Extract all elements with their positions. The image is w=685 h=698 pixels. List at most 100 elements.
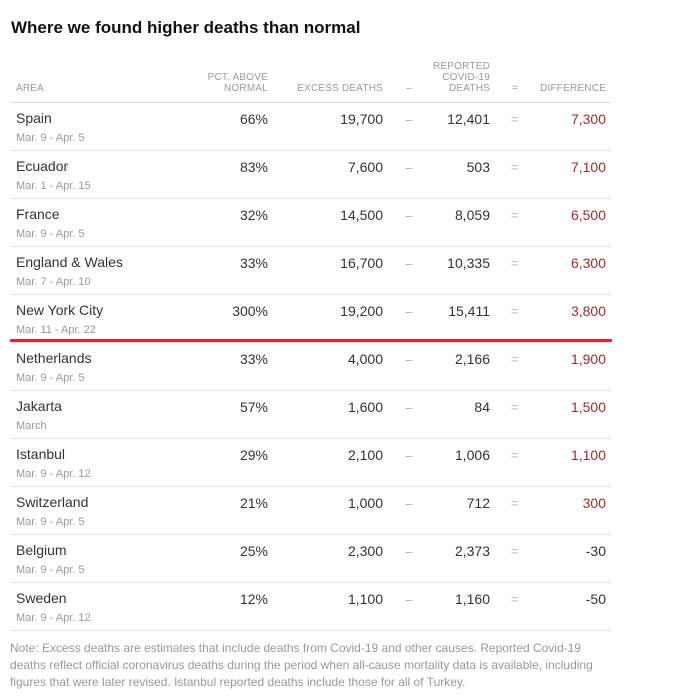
- row-pct-above-normal: 25%: [239, 543, 268, 559]
- row-difference: 1,100: [570, 447, 606, 463]
- row-area-name: Netherlands: [16, 350, 92, 366]
- row-difference: -30: [585, 543, 606, 559]
- table-row: France Mar. 9 - Apr. 5 32% 14,500 – 8,059 = 6,5…: [10, 199, 611, 247]
- row-equals-sign: =: [510, 399, 520, 415]
- row-pct-above-normal: 300%: [232, 303, 268, 319]
- row-date-range: Mar. 9 - Apr. 5: [16, 516, 85, 528]
- table-row: New York City Mar. 11 - Apr. 22 300% 19,200…: [10, 295, 611, 343]
- row-reported-deaths: 2,373: [454, 543, 490, 559]
- row-equals-sign: =: [510, 591, 520, 607]
- row-excess-deaths: 1,600: [347, 399, 383, 415]
- row-equals-sign: =: [510, 495, 520, 511]
- row-date-range: Mar. 9 - Apr. 5: [16, 228, 85, 240]
- row-date-range: Mar. 9 - Apr. 5: [16, 564, 85, 576]
- row-excess-deaths: 4,000: [347, 351, 383, 367]
- row-equals-sign: =: [510, 255, 520, 271]
- row-reported-deaths: 1,160: [454, 591, 490, 607]
- row-difference: 3,800: [570, 303, 606, 319]
- row-area-name: New York City: [16, 302, 104, 318]
- row-area-name: Switzerland: [16, 494, 89, 510]
- row-excess-deaths: 2,300: [347, 543, 383, 559]
- row-reported-deaths: 84: [474, 399, 490, 415]
- row-date-range: Mar. 9 - Apr. 12: [16, 612, 91, 624]
- row-reported-deaths: 712: [466, 495, 490, 511]
- table-row: Ecuador Mar. 1 - Apr. 15 83% 7,600 – 503 = 7,10…: [10, 151, 611, 199]
- row-date-range: Mar. 7 - Apr. 10: [16, 276, 91, 288]
- header-difference: DIFFERENCE: [540, 83, 606, 94]
- row-reported-deaths: 2,166: [454, 351, 490, 367]
- row-excess-deaths: 2,100: [347, 447, 383, 463]
- row-difference: 7,300: [570, 111, 606, 127]
- row-minus-sign: –: [405, 111, 413, 127]
- row-minus-sign: –: [405, 495, 413, 511]
- footnote: Note: Excess deaths are estimates that i…: [10, 641, 593, 689]
- row-equals-sign: =: [510, 207, 520, 223]
- header-minus-sign: –: [406, 83, 412, 94]
- row-excess-deaths: 7,600: [347, 159, 383, 175]
- row-difference: 300: [582, 495, 606, 511]
- header-reported-line3: DEATHS: [448, 83, 490, 94]
- row-equals-sign: =: [510, 159, 520, 175]
- row-pct-above-normal: 33%: [239, 351, 268, 367]
- header-pct-above-normal: PCT. ABOVE NORMAL: [208, 72, 268, 94]
- row-pct-above-normal: 66%: [239, 111, 268, 127]
- row-minus-sign: –: [405, 351, 413, 367]
- row-area-name: England & Wales: [16, 254, 123, 270]
- row-minus-sign: –: [405, 255, 413, 271]
- table-row: Jakarta March 57% 1,600 – 84 = 1,500: [10, 391, 611, 439]
- row-excess-deaths: 1,100: [347, 591, 383, 607]
- row-pct-above-normal: 83%: [239, 159, 268, 175]
- row-pct-above-normal: 32%: [239, 207, 268, 223]
- table-row: England & Wales Mar. 7 - Apr. 10 33% 16,700…: [10, 247, 611, 295]
- row-difference: 6,500: [570, 207, 606, 223]
- row-area-name: France: [16, 206, 60, 222]
- table-row: Sweden Mar. 9 - Apr. 12 12% 1,100 – 1,160 = -50: [10, 583, 611, 631]
- header-equals-sign: =: [511, 83, 519, 94]
- row-difference: 1,900: [570, 351, 606, 367]
- row-pct-above-normal: 29%: [239, 447, 268, 463]
- row-pct-above-normal: 21%: [239, 495, 268, 511]
- table-row: Spain Mar. 9 - Apr. 5 66% 19,700 – 12,401 = 7,3…: [10, 103, 611, 151]
- row-reported-deaths: 12,401: [447, 111, 490, 127]
- row-equals-sign: =: [510, 351, 520, 367]
- table-row: Netherlands Mar. 9 - Apr. 5 33% 4,000 – 2,166…: [10, 343, 611, 391]
- row-area-name: Jakarta: [16, 398, 62, 414]
- table-row: Switzerland Mar. 9 - Apr. 5 21% 1,000 – 712 = 3…: [10, 487, 611, 535]
- row-difference: -50: [585, 591, 606, 607]
- header-excess-deaths: EXCESS DEATHS: [297, 83, 383, 94]
- row-date-range: Mar. 1 - Apr. 15: [16, 180, 91, 192]
- row-date-range: Mar. 9 - Apr. 5: [16, 372, 85, 384]
- row-minus-sign: –: [405, 303, 413, 319]
- row-excess-deaths: 16,700: [340, 255, 383, 271]
- row-reported-deaths: 10,335: [447, 255, 490, 271]
- row-date-range: March: [16, 420, 47, 432]
- highlight-divider-line: [10, 339, 612, 342]
- row-equals-sign: =: [510, 447, 520, 463]
- row-difference: 7,100: [570, 159, 606, 175]
- header-reported-line1: REPORTED: [433, 61, 490, 72]
- header-pct-line1: PCT. ABOVE: [207, 72, 268, 83]
- header-reported-line2: COVID-19: [442, 72, 490, 83]
- row-pct-above-normal: 57%: [239, 399, 268, 415]
- row-reported-deaths: 503: [466, 159, 490, 175]
- row-excess-deaths: 1,000: [347, 495, 383, 511]
- row-reported-deaths: 1,006: [454, 447, 490, 463]
- row-area-name: Belgium: [16, 542, 67, 558]
- row-area-name: Sweden: [16, 590, 67, 606]
- table-header: AREA PCT. ABOVE NORMAL EXCESS DEATHS – R…: [10, 52, 611, 103]
- row-equals-sign: =: [510, 543, 520, 559]
- row-minus-sign: –: [405, 207, 413, 223]
- row-area-name: Spain: [16, 110, 52, 126]
- row-excess-deaths: 19,200: [340, 303, 383, 319]
- row-pct-above-normal: 33%: [239, 255, 268, 271]
- row-date-range: Mar. 9 - Apr. 12: [16, 468, 91, 480]
- header-reported-deaths: REPORTED COVID-19 DEATHS: [433, 61, 490, 94]
- row-reported-deaths: 15,411: [448, 303, 490, 319]
- row-reported-deaths: 8,059: [454, 207, 490, 223]
- excess-deaths-table: AREA PCT. ABOVE NORMAL EXCESS DEATHS – R…: [10, 52, 611, 631]
- row-date-range: Mar. 11 - Apr. 22: [16, 324, 96, 336]
- row-difference: 6,300: [570, 255, 606, 271]
- header-pct-line2: NORMAL: [224, 83, 268, 94]
- row-equals-sign: =: [510, 303, 520, 319]
- row-minus-sign: –: [405, 399, 413, 415]
